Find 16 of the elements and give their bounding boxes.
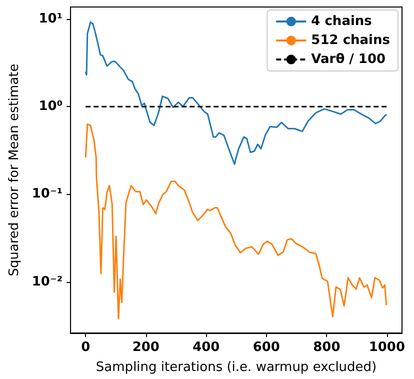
y-axis-title: Squared error for Mean estimate [7, 64, 22, 276]
x-tick-label: 200 [132, 340, 160, 355]
y-tick-label: 10⁻² [32, 274, 63, 290]
x-tick-label: 400 [192, 340, 220, 355]
legend-label: 4 chains [311, 14, 372, 29]
x-tick-label: 800 [313, 340, 340, 355]
y-tick-label: 10⁻¹ [32, 186, 63, 202]
x-tick-label: 1000 [368, 340, 406, 355]
legend-label: 512 chains [311, 33, 390, 48]
x-tick-label: 600 [252, 340, 280, 355]
y-tick-label: 10⁰ [38, 99, 63, 114]
line-series [84, 123, 388, 320]
y-tick-label: 10¹ [38, 11, 63, 26]
legend-label: Varθ / 100 [311, 52, 386, 67]
x-tick-label: 0 [81, 340, 90, 355]
x-axis-title: Sampling iterations (i.e. warmup excluded) [96, 360, 377, 375]
